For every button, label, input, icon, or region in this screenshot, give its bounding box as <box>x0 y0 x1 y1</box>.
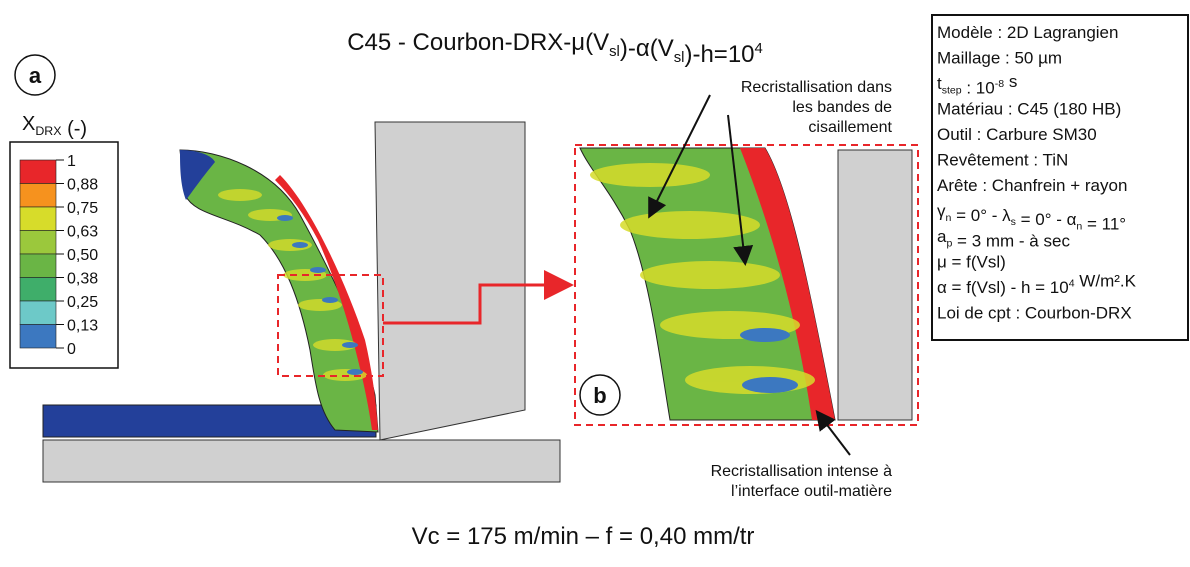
zoom-box <box>574 144 919 426</box>
zoom-bands <box>590 163 815 394</box>
info-line: Modèle : 2D Lagrangien <box>937 23 1118 42</box>
info-line: Arête : Chanfrein + rayon <box>937 176 1127 195</box>
machined-layer <box>42 404 377 438</box>
chip <box>179 149 379 433</box>
text-segment: Maillage : 50 µm <box>937 49 1062 68</box>
text-segment: α = f(Vsl) - h = 10 <box>937 278 1069 297</box>
legend-swatch <box>19 230 57 255</box>
info-line: Matériau : C45 (180 HB) <box>937 100 1121 119</box>
text-segment: t <box>937 74 942 93</box>
legend-swatch <box>19 277 57 302</box>
subscript: sl <box>674 50 685 66</box>
zoom-tool <box>837 149 913 421</box>
text-segment: = 11° <box>1082 214 1126 233</box>
legend-label: 0,13 <box>67 318 98 335</box>
legend-swatch <box>19 253 57 278</box>
superscript: 4 <box>1069 278 1075 290</box>
legend-label: 0,50 <box>67 247 98 264</box>
label-circle <box>579 374 621 416</box>
panel-label: a <box>29 63 42 88</box>
text-segment: a <box>937 227 947 246</box>
superscript: 4 <box>755 41 763 57</box>
text-segment: W/m².K <box>1075 272 1137 291</box>
superscript: -8 <box>995 78 1005 90</box>
text-segment: Matériau : C45 (180 HB) <box>937 100 1121 119</box>
legend-label: 0,75 <box>67 200 98 217</box>
info-line: Revêtement : TiN <box>937 151 1068 170</box>
annotation: l’interface outil-matière <box>731 483 892 500</box>
subscript: step <box>942 84 962 96</box>
info-line: Outil : Carbure SM30 <box>937 125 1097 144</box>
info-line: μ = f(Vsl) <box>937 253 1006 272</box>
legend-label: 0,38 <box>67 271 98 288</box>
arrow <box>727 114 754 266</box>
text-segment: )-h=10 <box>684 41 754 68</box>
text-segment: C45 - Courbon-DRX-μ(V <box>347 29 609 56</box>
tool <box>374 121 526 441</box>
arrow <box>815 409 851 456</box>
zoom-hot-zone <box>740 148 835 420</box>
subscript: p <box>946 237 952 249</box>
arrow <box>648 94 711 219</box>
subscript: n <box>946 212 952 224</box>
legend-swatch <box>19 300 57 325</box>
text-segment: = 0° - λ <box>951 206 1011 225</box>
legend-swatch <box>19 183 57 208</box>
workpiece <box>42 439 561 483</box>
legend-label: 0 <box>67 341 76 358</box>
legend-swatch <box>19 324 57 349</box>
subscript: sl <box>609 44 620 60</box>
legend-label: 0,25 <box>67 294 98 311</box>
text-segment: )-α(V <box>620 35 674 62</box>
chip-tip <box>180 150 215 200</box>
text-segment: = 0° - α <box>1016 210 1077 229</box>
text-segment: μ = f(Vsl) <box>937 253 1006 272</box>
text-segment: Arête : Chanfrein + rayon <box>937 176 1127 195</box>
text-segment: γ <box>937 202 946 221</box>
annotation: cisaillement <box>808 119 892 136</box>
info-box <box>931 14 1189 341</box>
legend-swatch <box>19 159 57 184</box>
text-segment: Revêtement : TiN <box>937 151 1068 170</box>
shear-band-cores <box>277 215 363 375</box>
text-segment: (-) <box>62 118 88 140</box>
text-segment: s <box>1004 72 1017 91</box>
annotation: Recristallisation dans <box>741 79 892 96</box>
info-line: ap = 3 mm - à sec <box>937 227 1070 250</box>
title: C45 - Courbon-DRX-μ(Vsl)-α(Vsl)-h=104 <box>347 29 763 68</box>
label-circle <box>14 54 56 96</box>
legend-label: 1 <box>67 153 76 170</box>
text-segment: = 3 mm - à sec <box>952 231 1070 250</box>
subscript: n <box>1076 220 1082 232</box>
legend-label: 0,63 <box>67 224 98 241</box>
legend-title: XDRX (-) <box>22 113 87 140</box>
subscript: s <box>1011 216 1016 228</box>
subscript: DRX <box>35 124 61 138</box>
zoom-arrow <box>383 270 574 325</box>
info-line: tstep : 10-8 s <box>937 72 1017 97</box>
text-segment: : 10 <box>962 78 995 97</box>
zoom-cores <box>740 328 798 393</box>
footer: Vc = 175 m/min – f = 0,40 mm/tr <box>412 523 755 550</box>
legend-swatch <box>19 206 57 231</box>
annotation: les bandes de <box>792 99 892 116</box>
info-line: Loi de cpt : Courbon-DRX <box>937 304 1132 323</box>
legend-label: 0,88 <box>67 177 98 194</box>
info-line: α = f(Vsl) - h = 104 W/m².K <box>937 272 1137 297</box>
text-segment: Outil : Carbure SM30 <box>937 125 1097 144</box>
text-segment: X <box>22 113 35 135</box>
annotation: Recristallisation intense à <box>711 463 893 480</box>
zoom-region <box>277 274 384 377</box>
info-line: Maillage : 50 µm <box>937 49 1062 68</box>
text-segment: Loi de cpt : Courbon-DRX <box>937 304 1132 323</box>
info-line: γn = 0° - λs = 0° - αn = 11° <box>937 202 1126 234</box>
text-segment: Modèle : 2D Lagrangien <box>937 23 1118 42</box>
panel-label: b <box>593 383 606 408</box>
